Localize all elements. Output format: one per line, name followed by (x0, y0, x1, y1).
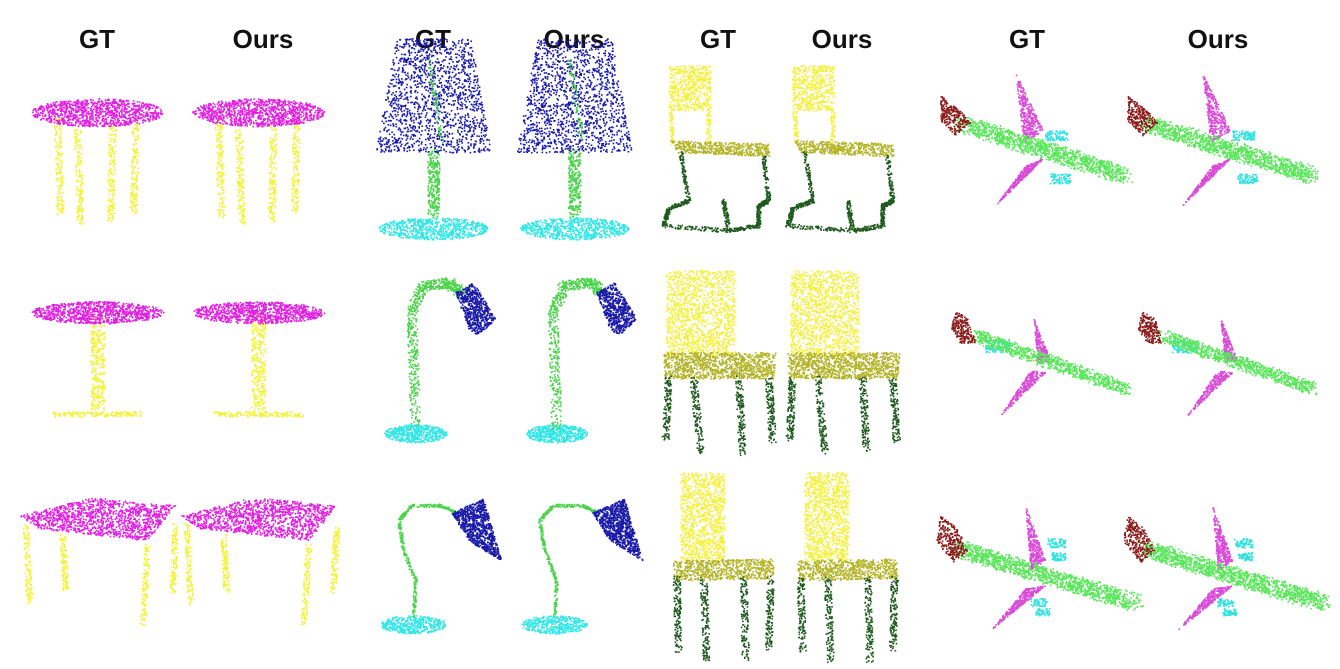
lamp-point-cloud-r1-ours (517, 38, 632, 240)
airplane-point-cloud-r3-ours (1124, 507, 1331, 630)
chair-point-cloud-r3-ours (797, 472, 899, 663)
table-point-cloud-r3-gt (21, 498, 179, 626)
table-point-cloud-r3-ours (181, 498, 340, 626)
airplane-point-cloud-r3-gt (936, 508, 1144, 629)
airplane-point-cloud-r1-gt (940, 75, 1133, 205)
chair-point-cloud-r2-ours (786, 270, 901, 454)
lamp-point-cloud-r3-gt (381, 499, 501, 635)
lamp-point-cloud-r3-ours (522, 499, 644, 634)
lamp-point-cloud-r2-gt (384, 278, 496, 444)
lamp-point-cloud-r2-ours (526, 278, 636, 444)
airplane-point-cloud-r2-gt (951, 312, 1131, 415)
airplane-point-cloud-r2-ours (1138, 312, 1318, 416)
table-point-cloud-r1-gt (32, 98, 163, 225)
lamp-point-cloud-r1-gt (376, 38, 490, 240)
table-point-cloud-r2-gt (32, 301, 165, 418)
table-point-cloud-r1-ours (192, 98, 325, 225)
table-point-cloud-r2-ours (194, 301, 326, 417)
chair-point-cloud-r2-gt (662, 270, 777, 456)
chair-point-cloud-r1-ours (785, 65, 895, 233)
chair-point-cloud-r1-gt (662, 65, 771, 233)
chair-point-cloud-r3-gt (673, 472, 775, 661)
airplane-point-cloud-r1-ours (1127, 76, 1319, 206)
